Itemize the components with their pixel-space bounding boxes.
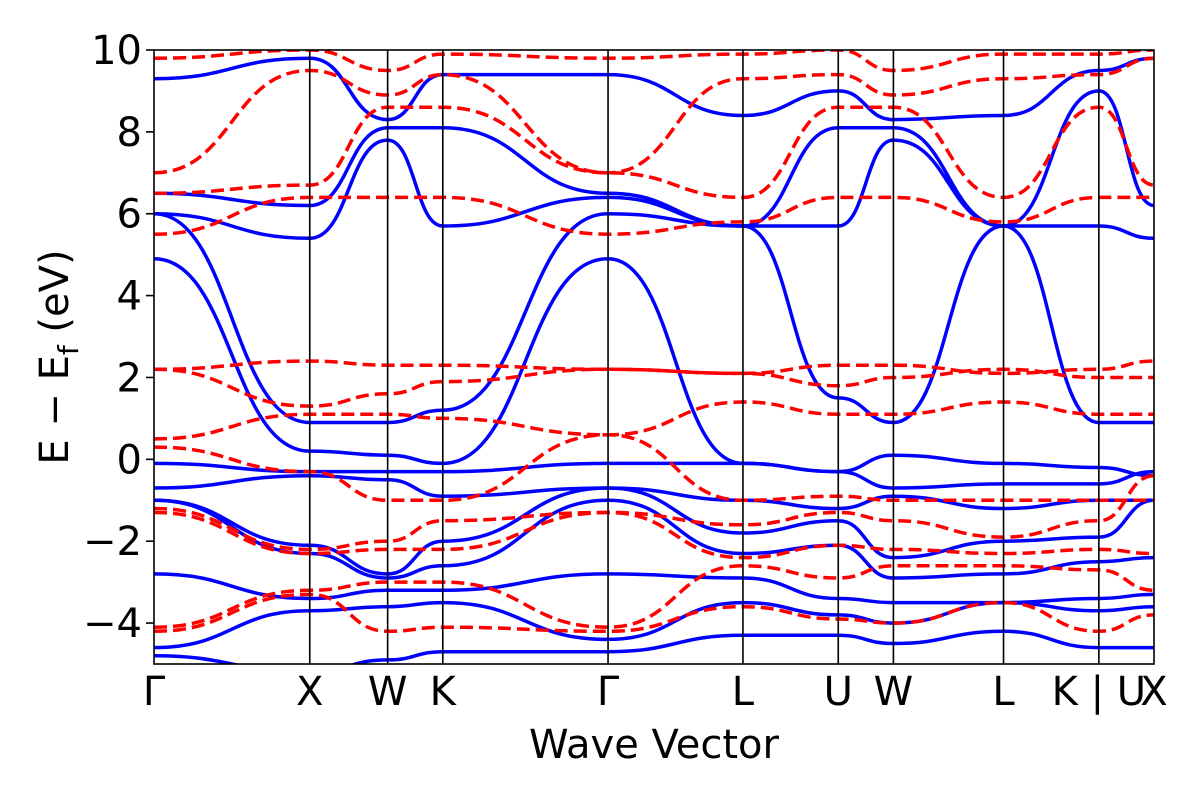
y-tick-label-1: −2 (83, 519, 142, 565)
dashed-band-7 (154, 359, 1154, 376)
solid-band-7 (154, 257, 1154, 478)
x-tick-label-0: Γ (143, 669, 166, 715)
y-tick-label-2: 0 (117, 437, 142, 483)
x-tick-label-9: K | U (1052, 669, 1146, 715)
x-tick-label-3: K (430, 669, 458, 715)
x-tick-label-6: U (824, 669, 853, 715)
y-tick-label-4: 4 (117, 274, 142, 320)
y-axis-ticks: −4 −2 0 2 4 6 8 10 (83, 28, 154, 647)
x-tick-label-4: Γ (597, 669, 620, 715)
x-tick-label-5: L (732, 669, 755, 715)
dashed-band-6 (154, 367, 1154, 408)
dashed-band-0 (154, 592, 1154, 634)
y-axis-label: E − Ef (eV) (32, 249, 85, 464)
x-tick-label-2: W (368, 669, 408, 715)
solid-band-10 (154, 89, 1154, 228)
x-tick-label-7: W (874, 669, 914, 715)
x-tick-label-8: L (992, 669, 1015, 715)
y-tick-label-5: 6 (117, 192, 142, 238)
dashed-band-8 (154, 195, 1154, 236)
high-symmetry-lines (308, 50, 1100, 664)
y-axis-label-unit: (eV) (32, 249, 78, 345)
y-axis-label-main: E − E (32, 355, 78, 465)
y-tick-label-0: −4 (83, 601, 142, 647)
y-axis-label-subscript: f (52, 344, 85, 355)
solid-band-11 (154, 56, 1154, 122)
y-tick-label-6: 8 (117, 110, 142, 156)
y-tick-label-3: 2 (117, 355, 142, 401)
plot-frame (153, 49, 1155, 665)
x-axis-label: Wave Vector (529, 722, 780, 768)
y-tick-label-7: 10 (91, 28, 142, 74)
solid-band-0 (154, 629, 1154, 664)
dashed-band-5 (154, 400, 1154, 441)
dashed-band-3 (154, 473, 1154, 552)
x-tick-label-1: X (296, 669, 323, 715)
solid-band-5 (154, 473, 1154, 511)
x-tick-label-10: X (1140, 669, 1167, 715)
solid-band-6 (154, 461, 1154, 490)
